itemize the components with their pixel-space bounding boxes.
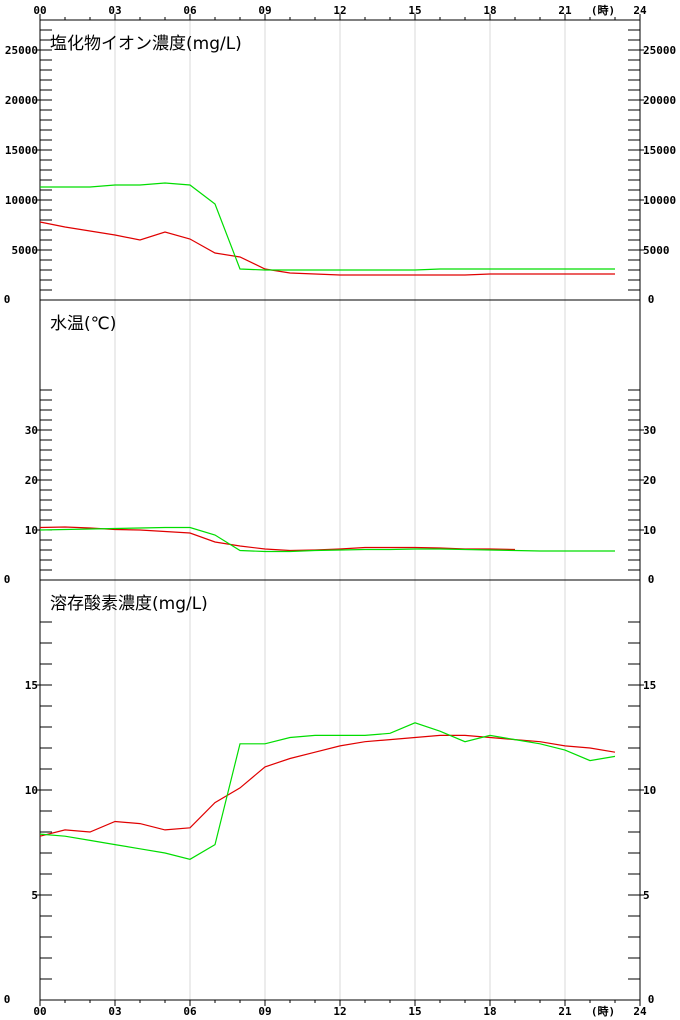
y-tick-label-right: 10 <box>643 784 656 797</box>
x-tick-label-top: 00 <box>33 4 46 17</box>
y-tick-label-right: 25000 <box>643 44 676 57</box>
y-tick-label-left: 10 <box>25 784 38 797</box>
x-tick-label-bottom: 15 <box>408 1005 421 1018</box>
panel-title: 水温(℃) <box>50 314 116 334</box>
y-tick-label-left: 30 <box>25 424 38 437</box>
x-tick-label-top: 18 <box>483 4 496 17</box>
y-tick-label-right: 15000 <box>643 144 676 157</box>
x-tick-label-bottom: 12 <box>333 1005 346 1018</box>
y-tick-label-right: 0 <box>648 573 655 586</box>
y-tick-label-right: 10 <box>643 524 656 537</box>
y-tick-label-right: 5000 <box>643 244 670 257</box>
y-tick-label-right: 15 <box>643 679 656 692</box>
y-tick-label-left: 20000 <box>5 94 38 107</box>
x-tick-label-bottom: 00 <box>33 1005 46 1018</box>
y-tick-label-left: 20 <box>25 474 38 487</box>
y-tick-label-left: 25000 <box>5 44 38 57</box>
series-line-red <box>39 526 516 552</box>
x-tick-label-bottom: 06 <box>183 1005 197 1018</box>
y-tick-label-left: 5 <box>31 889 38 902</box>
y-tick-label-left: 10 <box>25 524 38 537</box>
x-tick-label-top: 21 <box>558 4 572 17</box>
x-tick-label-bottom: 24 <box>633 1005 647 1018</box>
panel-title: 塩化物イオン濃度(mg/L) <box>50 34 242 54</box>
x-tick-label-bottom: 21 <box>558 1005 572 1018</box>
x-axis-unit-top: (時) <box>591 3 615 17</box>
x-tick-label-bottom: 18 <box>483 1005 496 1018</box>
y-tick-label-left: 0 <box>4 993 11 1006</box>
y-tick-label-right: 10000 <box>643 194 676 207</box>
y-tick-label-right: 30 <box>643 424 656 437</box>
y-tick-label-left: 5000 <box>12 244 39 257</box>
y-tick-label-right: 5 <box>643 889 650 902</box>
x-tick-label-top: 12 <box>333 4 346 17</box>
y-tick-label-left: 15 <box>25 679 38 692</box>
y-tick-label-left: 15000 <box>5 144 38 157</box>
y-tick-label-left: 0 <box>4 573 11 586</box>
series-line-red <box>39 734 616 837</box>
x-tick-label-bottom: 09 <box>258 1005 271 1018</box>
series-line-red <box>39 221 615 276</box>
panel-title: 溶存酸素濃度(mg/L) <box>50 594 208 614</box>
y-tick-label-left: 10000 <box>5 194 38 207</box>
x-tick-label-top: 15 <box>408 4 421 17</box>
x-axis-unit-bottom: (時) <box>591 1004 615 1018</box>
x-tick-label-top: 24 <box>633 4 647 17</box>
series-line-green <box>39 722 616 860</box>
x-tick-label-top: 09 <box>258 4 271 17</box>
y-tick-label-right: 20000 <box>643 94 676 107</box>
x-tick-label-top: 06 <box>183 4 197 17</box>
x-tick-label-top: 03 <box>108 4 121 17</box>
y-tick-label-left: 0 <box>4 293 11 306</box>
series-line-green <box>40 182 615 271</box>
x-tick-label-bottom: 03 <box>108 1005 121 1018</box>
y-tick-label-right: 0 <box>648 993 655 1006</box>
y-tick-label-right: 20 <box>643 474 656 487</box>
series-line-green <box>39 526 615 553</box>
y-tick-label-right: 0 <box>648 293 655 306</box>
